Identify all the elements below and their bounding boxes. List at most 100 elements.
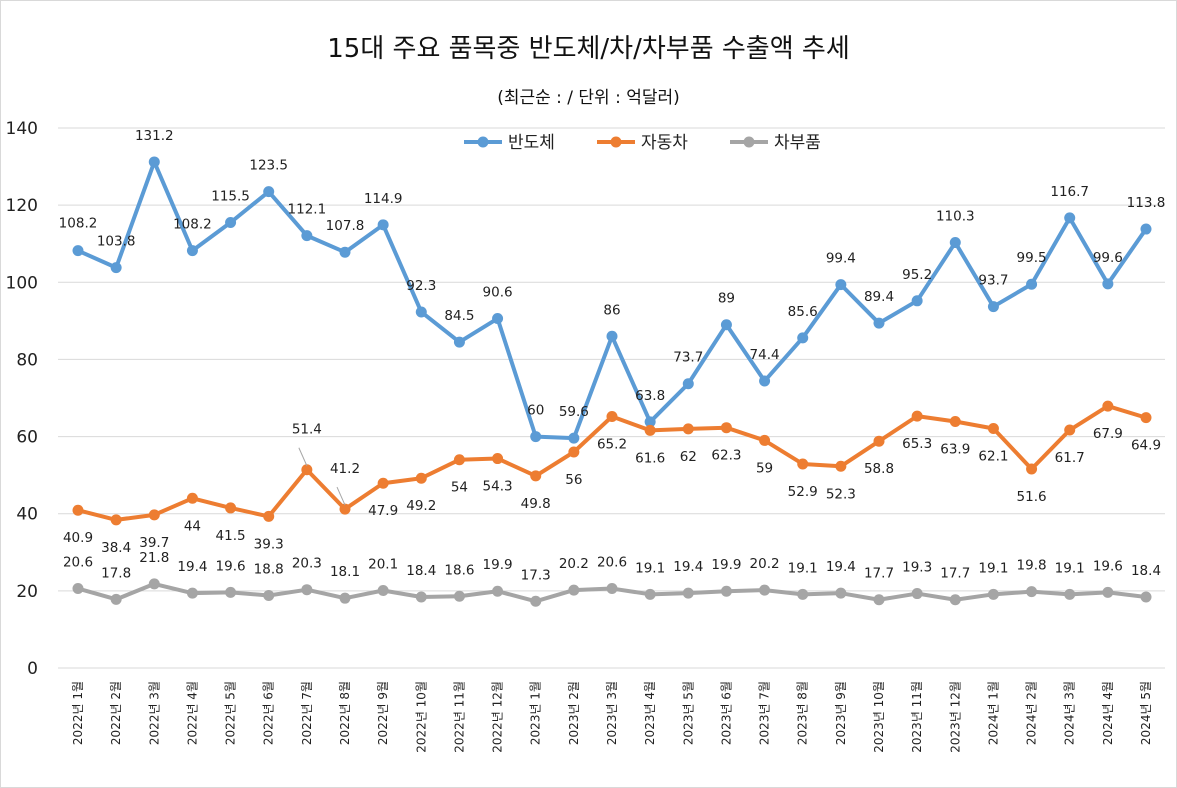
data-point	[339, 246, 351, 258]
data-point	[644, 416, 656, 428]
gridlines	[58, 127, 1165, 669]
data-point	[606, 583, 618, 595]
x-tick-label: 2022년 4월	[185, 681, 199, 745]
data-label: 20.1	[368, 556, 398, 572]
data-point	[1102, 278, 1114, 290]
data-label: 49.2	[406, 498, 436, 514]
data-label: 19.1	[978, 560, 1008, 576]
data-label: 59.6	[559, 404, 589, 420]
x-tick-label: 2022년 3월	[147, 681, 161, 745]
data-point	[644, 424, 656, 436]
data-point	[949, 594, 961, 606]
x-tick-label: 2023년 2월	[567, 681, 581, 745]
x-tick-label: 2023년 7월	[758, 681, 772, 745]
data-point	[644, 588, 656, 600]
data-label: 114.9	[364, 191, 403, 207]
x-tick-label: 2022년 10월	[414, 681, 428, 753]
data-label: 60	[527, 403, 544, 419]
data-point	[1102, 400, 1114, 412]
data-label: 20.3	[292, 556, 322, 572]
data-point	[1064, 588, 1076, 600]
data-label: 93.7	[978, 273, 1008, 289]
data-label: 19.9	[711, 557, 741, 573]
series-points	[72, 156, 1152, 607]
data-point	[339, 592, 351, 604]
data-point	[949, 416, 961, 428]
data-point	[415, 472, 427, 484]
data-label: 89	[718, 291, 735, 307]
x-tick-label: 2023년 1월	[529, 681, 543, 745]
x-axis: 2022년 1월 2022년 2월 2022년 3월 2022년 4월 2022년 5월…	[71, 681, 1153, 753]
data-point	[72, 245, 84, 257]
data-point	[568, 432, 580, 444]
data-point	[873, 594, 885, 606]
x-tick-label: 2023년 8월	[796, 681, 810, 745]
data-point	[186, 245, 198, 257]
x-tick-label: 2023년 11월	[910, 681, 924, 753]
data-label: 39.3	[254, 536, 284, 552]
data-point	[453, 336, 465, 348]
data-point	[873, 317, 885, 329]
chart-title: 15대 주요 품목중 반도체/차/차부품 수출액 추세	[327, 34, 850, 64]
data-point	[1140, 223, 1152, 235]
data-label: 103.8	[97, 234, 136, 250]
data-point	[377, 584, 389, 596]
data-label: 17.7	[864, 566, 894, 582]
x-tick-label: 2024년 5월	[1139, 681, 1153, 745]
y-tick-label: 40	[16, 505, 38, 525]
data-point	[682, 378, 694, 390]
data-label: 74.4	[750, 347, 780, 363]
data-label: 19.4	[177, 559, 207, 575]
data-point	[797, 458, 809, 470]
data-label: 20.2	[750, 556, 780, 572]
y-axis: 0 20 40 60 80 100 120 140	[6, 119, 38, 679]
data-label: 18.4	[406, 563, 436, 579]
data-point	[263, 510, 275, 522]
data-point	[225, 586, 237, 598]
x-tick-label: 2022년 2월	[109, 681, 123, 745]
data-point	[682, 423, 694, 435]
data-point	[1026, 278, 1038, 290]
data-point	[720, 585, 732, 597]
data-label: 18.8	[254, 561, 284, 577]
data-label: 19.9	[483, 557, 513, 573]
data-label: 18.1	[330, 564, 360, 580]
data-label: 52.3	[826, 486, 856, 502]
data-label: 123.5	[249, 158, 288, 174]
data-point	[1140, 591, 1152, 603]
legend-marker	[610, 136, 622, 148]
data-label: 56	[565, 472, 582, 488]
data-point	[720, 319, 732, 331]
data-label: 99.5	[1017, 250, 1047, 266]
data-point	[873, 435, 885, 447]
data-label: 85.6	[788, 304, 818, 320]
data-point	[759, 375, 771, 387]
data-point	[453, 454, 465, 466]
data-label: 110.3	[936, 209, 975, 225]
data-point	[987, 422, 999, 434]
data-point	[949, 237, 961, 249]
data-point	[1102, 586, 1114, 598]
data-point	[568, 584, 580, 596]
data-point	[835, 460, 847, 472]
data-point	[110, 514, 122, 526]
data-label: 40.9	[63, 530, 93, 546]
data-label: 62.3	[711, 448, 741, 464]
data-point	[453, 590, 465, 602]
x-tick-label: 2023년 6월	[719, 681, 733, 745]
data-point	[492, 453, 504, 465]
data-label: 73.7	[673, 350, 703, 366]
data-label: 47.9	[368, 503, 398, 519]
data-point	[186, 587, 198, 599]
data-point	[759, 584, 771, 596]
data-point	[492, 313, 504, 325]
data-label: 112.1	[288, 202, 327, 218]
x-tick-label: 2023년 10월	[872, 681, 886, 753]
data-label: 17.8	[101, 565, 131, 581]
data-label: 41.5	[216, 528, 246, 544]
data-label: 113.8	[1127, 195, 1166, 211]
data-label: 58.8	[864, 461, 894, 477]
x-tick-label: 2022년 8월	[338, 681, 352, 745]
data-point	[148, 578, 160, 590]
data-point	[377, 477, 389, 489]
